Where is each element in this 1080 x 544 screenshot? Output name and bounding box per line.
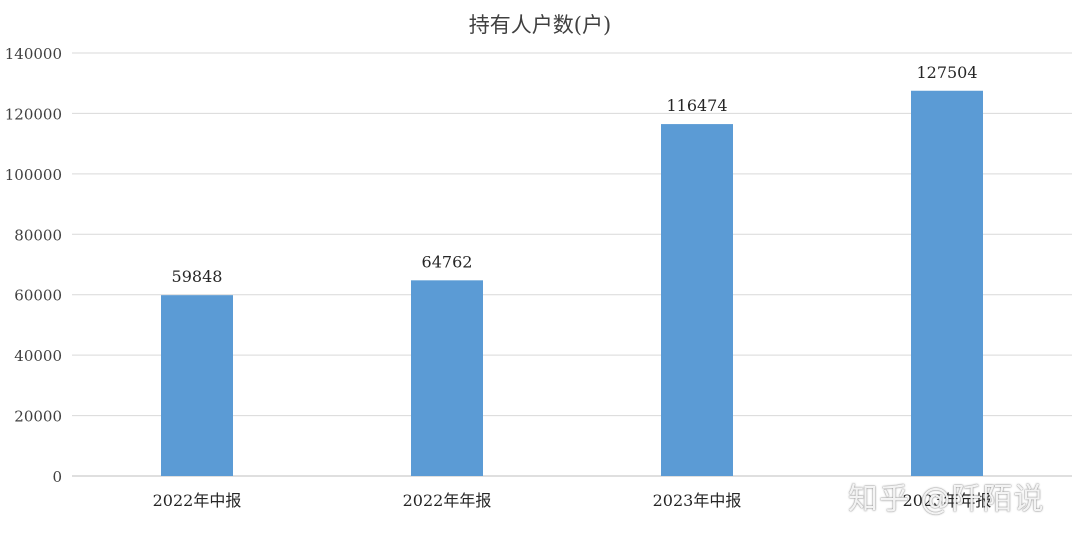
data-label: 64762 [422, 252, 473, 271]
y-tick-label: 40000 [14, 347, 62, 365]
data-label: 127504 [916, 63, 977, 82]
x-tick-label: 2023年中报 [653, 491, 742, 510]
chart-title: 持有人户数(户) [469, 13, 611, 37]
bar [161, 295, 233, 476]
y-tick-label: 120000 [5, 105, 62, 123]
x-tick-label: 2023年年报 [903, 491, 992, 510]
y-tick-label: 100000 [5, 166, 62, 184]
x-tick-label: 2022年中报 [153, 491, 242, 510]
data-label: 59848 [172, 267, 223, 286]
data-label: 116474 [666, 96, 727, 115]
watermark: 知乎 @阡陌说 [848, 482, 1045, 517]
y-tick-label: 20000 [14, 408, 62, 426]
x-tick-label: 2022年年报 [403, 491, 492, 510]
y-tick-label: 140000 [5, 45, 62, 63]
gridlines [72, 52, 1072, 477]
bar [661, 124, 733, 477]
data-labels: 59848 64762 116474 127504 [172, 63, 978, 286]
bar [411, 280, 483, 476]
y-tick-label: 60000 [14, 287, 62, 305]
y-axis: 0 20000 40000 60000 80000 100000 120000 140000 [5, 45, 62, 486]
y-tick-label: 0 [52, 468, 62, 486]
x-axis: 2022年中报 2022年年报 2023年中报 2023年年报 [153, 491, 992, 510]
y-tick-label: 80000 [14, 226, 62, 244]
bar [911, 90, 983, 476]
bars [161, 90, 983, 477]
